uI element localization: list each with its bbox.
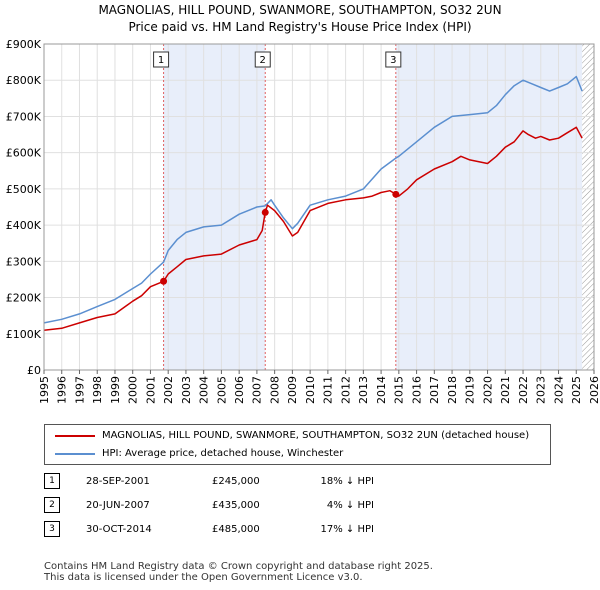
legend-swatch-red bbox=[55, 435, 95, 437]
legend: MAGNOLIAS, HILL POUND, SWANMORE, SOUTHAM… bbox=[44, 424, 551, 465]
marker-badge-2: 2 bbox=[44, 497, 60, 513]
x-tick-label: 2000 bbox=[127, 376, 140, 404]
y-tick-label: £800K bbox=[6, 74, 42, 87]
sale-point-1 bbox=[160, 277, 168, 285]
marker-box-1 bbox=[153, 51, 170, 68]
x-tick-label: 2018 bbox=[446, 376, 459, 404]
table-row: 3 30-OCT-2014 £485,000 17% ↓ HPI bbox=[44, 517, 374, 541]
sale-point-2 bbox=[261, 208, 269, 216]
x-tick-label: 2012 bbox=[339, 376, 352, 404]
marker-label-3: 3 bbox=[390, 55, 396, 66]
x-tick-label: 1995 bbox=[38, 376, 51, 404]
x-tick-label: 2026 bbox=[588, 376, 600, 404]
marker-badge-3: 3 bbox=[44, 521, 60, 537]
table-row: 2 20-JUN-2007 £435,000 4% ↓ HPI bbox=[44, 493, 374, 517]
footer-licence: This data is licensed under the Open Gov… bbox=[44, 572, 363, 583]
y-tick-label: £900K bbox=[6, 38, 42, 51]
x-tick-label: 2024 bbox=[552, 376, 565, 404]
y-tick-label: £700K bbox=[6, 110, 42, 123]
x-tick-label: 2011 bbox=[322, 376, 335, 404]
x-tick-label: 1998 bbox=[91, 376, 104, 404]
marker-box-3 bbox=[385, 51, 402, 68]
legend-label-property: MAGNOLIAS, HILL POUND, SWANMORE, SOUTHAM… bbox=[102, 430, 530, 441]
x-tick-label: 2007 bbox=[251, 376, 264, 404]
x-tick-label: 2003 bbox=[180, 376, 193, 404]
y-tick-label: £500K bbox=[6, 183, 42, 196]
tx-price: £485,000 bbox=[212, 523, 260, 535]
x-tick-label: 2020 bbox=[481, 376, 494, 404]
sale-point-3 bbox=[392, 190, 400, 198]
tx-hpi: 17% ↓ HPI bbox=[320, 523, 374, 535]
footer: Contains HM Land Registry data © Crown c… bbox=[44, 561, 433, 583]
y-tick-label: £400K bbox=[6, 219, 42, 232]
legend-swatch-blue bbox=[55, 453, 95, 455]
shaded-band-1 bbox=[163, 44, 266, 370]
y-tick-label: £600K bbox=[6, 147, 42, 160]
x-tick-label: 2001 bbox=[144, 376, 157, 404]
tx-hpi: 18% ↓ HPI bbox=[320, 475, 374, 487]
hpi-series-line bbox=[43, 75, 583, 324]
chart-subtitle: Price paid vs. HM Land Registry's House … bbox=[128, 20, 472, 34]
x-tick-label: 2002 bbox=[162, 376, 175, 404]
tx-hpi: 4% ↓ HPI bbox=[326, 499, 374, 511]
marker-badge-1: 1 bbox=[44, 473, 60, 489]
x-tick-label: 2005 bbox=[215, 376, 228, 404]
x-tick-label: 1999 bbox=[109, 376, 122, 404]
x-tick-label: 2014 bbox=[375, 376, 388, 404]
y-tick-label: £0 bbox=[27, 364, 41, 377]
marker-box-2 bbox=[254, 51, 271, 68]
x-tick-label: 2006 bbox=[233, 376, 246, 404]
marker-label-2: 2 bbox=[260, 55, 266, 66]
footer-copyright: Contains HM Land Registry data © Crown c… bbox=[44, 561, 433, 572]
chart-title: MAGNOLIAS, HILL POUND, SWANMORE, SOUTHAM… bbox=[98, 3, 502, 17]
tx-date: 30-OCT-2014 bbox=[86, 523, 152, 535]
y-tick-label: £100K bbox=[6, 328, 42, 341]
x-tick-label: 2010 bbox=[304, 376, 317, 404]
x-tick-label: 2008 bbox=[268, 376, 281, 404]
x-tick-label: 2017 bbox=[428, 376, 441, 404]
tx-date: 20-JUN-2007 bbox=[86, 499, 150, 511]
x-tick-label: 2025 bbox=[570, 376, 583, 404]
forecast-hatch bbox=[582, 44, 594, 370]
x-tick-label: 1997 bbox=[73, 376, 86, 404]
x-tick-label: 2019 bbox=[464, 376, 477, 404]
x-tick-label: 2013 bbox=[357, 376, 370, 404]
shaded-band-2 bbox=[395, 44, 583, 370]
x-tick-label: 2023 bbox=[535, 376, 548, 404]
x-tick-label: 2004 bbox=[198, 376, 211, 404]
x-tick-label: 2016 bbox=[410, 376, 423, 404]
price-chart: 1 2 3 £0 £100K £200K £300K £400K £500K £600K £700… bbox=[6, 38, 600, 404]
x-tick-label: 2021 bbox=[499, 376, 512, 404]
y-tick-label: £200K bbox=[6, 292, 42, 305]
tx-price: £245,000 bbox=[212, 475, 260, 487]
x-tick-label: 1996 bbox=[56, 376, 69, 404]
y-tick-label: £300K bbox=[6, 255, 42, 268]
transactions-table: 1 28-SEP-2001 £245,000 18% ↓ HPI 2 20-JU… bbox=[44, 469, 374, 541]
legend-label-hpi: HPI: Average price, detached house, Winc… bbox=[102, 448, 344, 459]
x-tick-label: 2015 bbox=[393, 376, 406, 404]
plot-frame bbox=[43, 43, 595, 371]
table-row: 1 28-SEP-2001 £245,000 18% ↓ HPI bbox=[44, 469, 374, 493]
tx-price: £435,000 bbox=[212, 499, 260, 511]
x-tick-label: 2022 bbox=[517, 376, 530, 404]
marker-label-1: 1 bbox=[158, 55, 164, 66]
x-tick-label: 2009 bbox=[286, 376, 299, 404]
tx-date: 28-SEP-2001 bbox=[86, 475, 150, 487]
